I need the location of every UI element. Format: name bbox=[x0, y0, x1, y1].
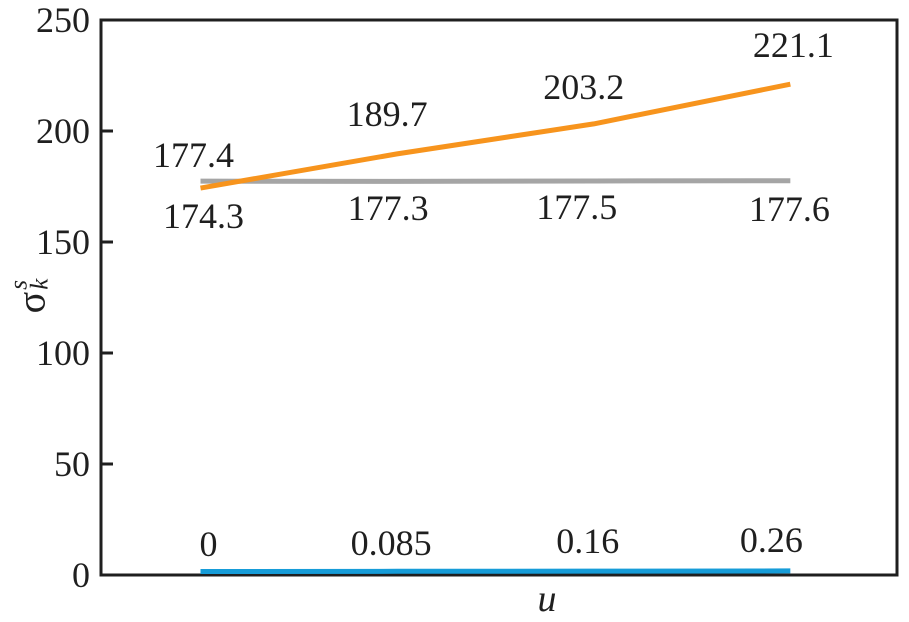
y-tick-label: 150 bbox=[36, 222, 90, 262]
gray-flat-line-value-label: 177.6 bbox=[748, 188, 830, 229]
y-axis-ticks bbox=[101, 18, 113, 577]
blue-u-line bbox=[200, 568, 791, 574]
blue-u-line-value-label: 0 bbox=[199, 524, 218, 564]
gray-flat-line-value-label: 177.3 bbox=[347, 188, 429, 229]
y-tick-label: 0 bbox=[72, 555, 90, 595]
y-axis-label-subscript: k bbox=[26, 278, 53, 290]
y-axis-label: σ s k bbox=[6, 278, 54, 314]
plot-border bbox=[99, 18, 899, 577]
orange-rising-line-value-label: 174.3 bbox=[163, 196, 244, 237]
y-tick-label: 50 bbox=[54, 444, 90, 484]
orange-rising-line-value-label: 221.1 bbox=[752, 25, 834, 66]
y-axis-label-sigma: σ bbox=[8, 291, 53, 314]
blue-u-line-value-label: 0.16 bbox=[556, 520, 620, 561]
gray-flat-line-value-label: 177.5 bbox=[536, 186, 618, 227]
y-tick-label: 200 bbox=[36, 111, 90, 151]
gray-flat-line bbox=[200, 178, 791, 184]
orange-rising-line-value-label: 203.2 bbox=[543, 66, 625, 107]
orange-rising-line-value-label: 189.7 bbox=[346, 93, 428, 134]
y-tick-label: 100 bbox=[36, 333, 90, 373]
y-axis-label-subsup: s k bbox=[6, 278, 54, 290]
blue-u-line-value-label: 0.26 bbox=[739, 520, 803, 561]
blue-u-line-value-label: 0.085 bbox=[350, 522, 432, 563]
y-tick-label: 250 bbox=[36, 0, 90, 40]
gray-flat-line-value-label: 177.4 bbox=[153, 135, 234, 176]
orange-rising-line bbox=[200, 81, 791, 191]
x-axis-label: u bbox=[537, 578, 557, 620]
series-lines bbox=[200, 81, 791, 574]
